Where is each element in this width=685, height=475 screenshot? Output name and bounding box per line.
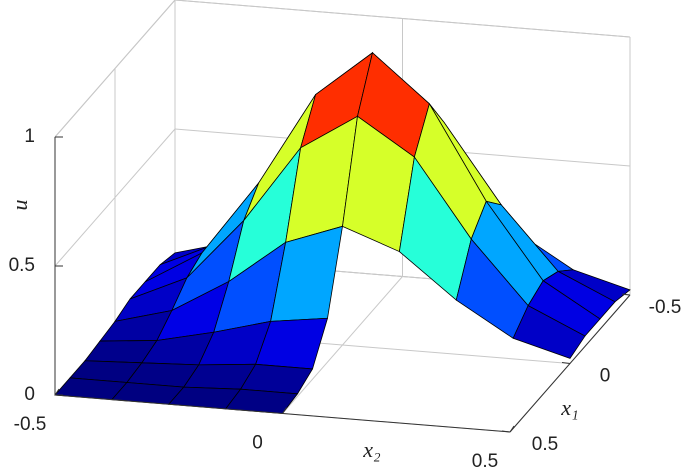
x-tick	[54, 388, 60, 396]
y-tick-label: 0	[600, 366, 611, 387]
z-axis-label: u	[7, 200, 32, 211]
x-axis-label: x₂	[362, 437, 381, 462]
z-tick-label: 0	[24, 384, 35, 405]
y-tick-label: 0.5	[532, 434, 558, 455]
axes-front: 0 0.5 1 -0.5 0 0.5 -0.5 0 0.5	[9, 126, 682, 472]
x-tick-label: -0.5	[14, 414, 47, 435]
x-tick	[282, 407, 287, 414]
y-tick	[561, 362, 571, 364]
y-tick	[621, 293, 631, 296]
surface-patch	[512, 305, 586, 359]
x-tick	[509, 425, 515, 433]
y-axis-label: x₁	[560, 395, 578, 420]
x-tick-label: 0.5	[472, 451, 498, 470]
surface	[54, 51, 631, 414]
x-tick-label: 0	[252, 433, 263, 454]
z-tick-label: 0.5	[9, 255, 35, 276]
y-tick-label: -0.5	[649, 297, 682, 318]
z-tick-label: 1	[24, 126, 35, 147]
y-tick	[501, 430, 511, 433]
